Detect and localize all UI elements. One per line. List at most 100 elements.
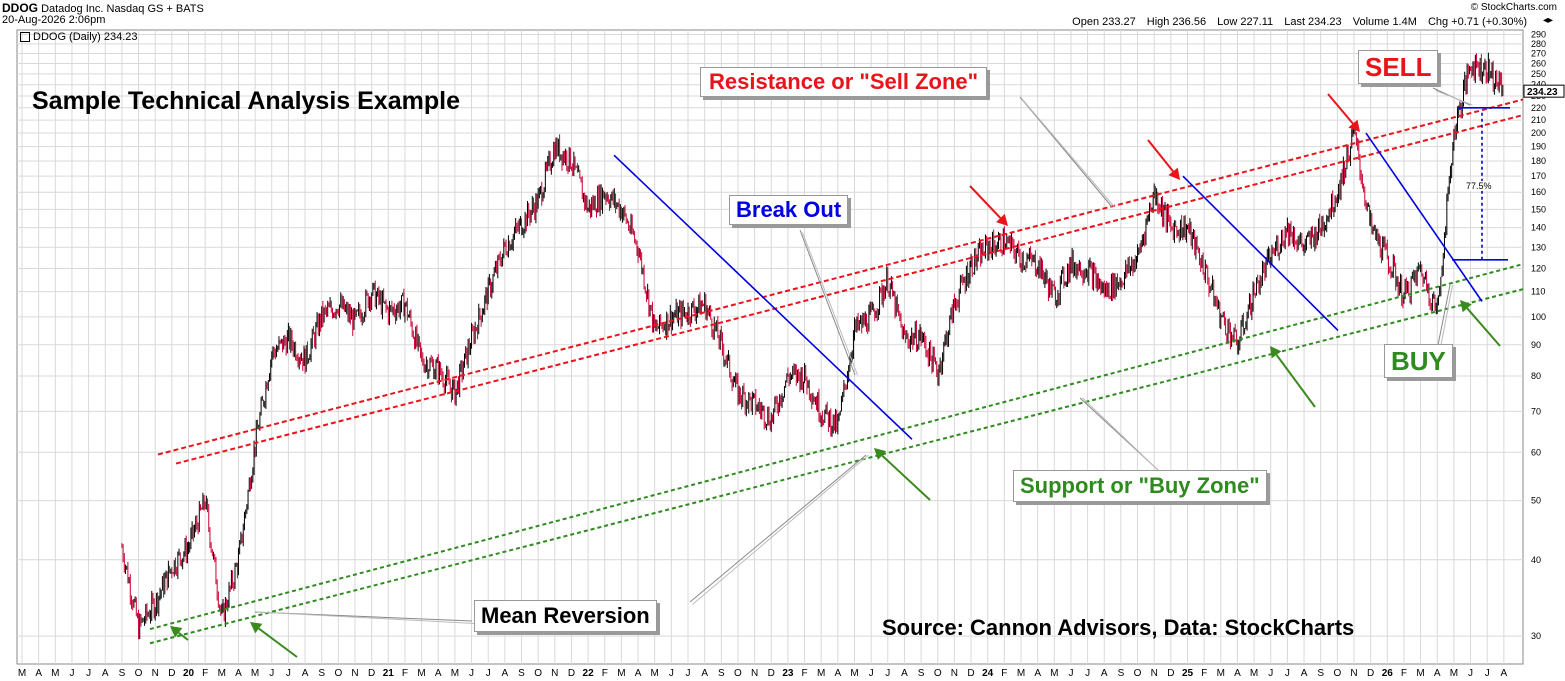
x-tick-label: M [617, 668, 625, 679]
x-tick-label: M [51, 668, 59, 679]
x-tick-label: M [1250, 668, 1258, 679]
y-tick-label: 210 [1531, 115, 1546, 125]
x-tick-label: J [486, 668, 491, 679]
support-line-upper [149, 263, 1524, 631]
x-tick-label: J [1068, 668, 1073, 679]
y-tick-label: 170 [1531, 171, 1546, 181]
x-tick-label: M [817, 668, 825, 679]
support-callout-leader [1079, 397, 1161, 473]
x-tick-label: J [69, 668, 74, 679]
x-tick-label: J [1468, 668, 1473, 679]
x-tick-label: F [801, 668, 807, 679]
x-tick-label: S [318, 668, 325, 679]
legend-label: DDOG (Daily) 234.23 [33, 31, 138, 43]
x-tick-label: N [751, 668, 758, 679]
x-tick-label: J [869, 668, 874, 679]
x-tick-label: A [1434, 668, 1441, 679]
x-tick-label: A [635, 668, 642, 679]
x-tick-label: M [451, 668, 459, 679]
x-tick-label: D [1167, 668, 1174, 679]
mean-reversion-callout-leader [254, 611, 475, 624]
buy-label: BUY [1384, 344, 1453, 378]
x-tick-label: 24 [982, 668, 994, 679]
x-tick-label: J [469, 668, 474, 679]
x-tick-label: 22 [583, 668, 595, 679]
x-tick-label: 20 [183, 668, 195, 679]
x-tick-label: J [1485, 668, 1490, 679]
x-tick-label: O [534, 668, 542, 679]
y-tick-label: 80 [1531, 371, 1541, 381]
x-tick-label: S [1118, 668, 1125, 679]
y-tick-label: 290 [1531, 30, 1546, 40]
x-tick-label: F [402, 668, 408, 679]
x-tick-label: D [568, 668, 575, 679]
buy-arrow-icon [874, 448, 931, 501]
x-tick-label: N [951, 668, 958, 679]
x-tick-label: 23 [782, 668, 794, 679]
x-tick-label: F [202, 668, 208, 679]
x-tick-label: O [135, 668, 143, 679]
x-tick-label: N [152, 668, 159, 679]
last-price-tag [1523, 84, 1565, 98]
scroll-arrows-icon[interactable]: ◂▸ [1542, 15, 1553, 26]
chg-label: Chg [1427, 16, 1449, 28]
y-tick-label: 180 [1531, 156, 1546, 166]
last-price-tag-text: 234.23 [1527, 87, 1558, 98]
x-tick-label: D [967, 668, 974, 679]
sell-label: SELL [1358, 50, 1439, 84]
x-tick-label: 25 [1182, 668, 1194, 679]
x-tick-label: J [1085, 668, 1090, 679]
mean-reversion-callout-leader [689, 454, 869, 605]
y-tick-label: 220 [1531, 103, 1546, 113]
y-tick-label: 30 [1531, 631, 1541, 641]
sell-callout-leader [1432, 87, 1473, 106]
open-value: 233.27 [1102, 16, 1136, 28]
x-tick-label: A [1301, 668, 1308, 679]
volume-value: 1.4M [1392, 16, 1417, 28]
buy-arrow-icon [250, 622, 298, 658]
legend-swatch-icon [20, 32, 30, 43]
x-tick-label: D [368, 668, 375, 679]
x-tick-label: A [435, 668, 442, 679]
x-tick-label: D [768, 668, 775, 679]
y-tick-label: 160 [1531, 187, 1546, 197]
x-tick-label: M [1450, 668, 1458, 679]
support-line-lower [149, 288, 1524, 645]
downtrend-line-2025 [1182, 175, 1339, 332]
x-tick-label: S [119, 668, 126, 679]
x-tick-label: A [835, 668, 842, 679]
open-label: Open [1072, 16, 1100, 28]
y-tick-label: 190 [1531, 142, 1546, 152]
breakout-callout-leader [799, 229, 858, 376]
y-tick-label: 40 [1531, 555, 1541, 565]
x-tick-label: J [1268, 668, 1273, 679]
mean-reversion-label: Mean Reversion [474, 600, 657, 632]
series-legend: DDOG (Daily) 234.23 [20, 31, 138, 43]
x-tick-label: J [286, 668, 291, 679]
x-tick-label: M [18, 668, 26, 679]
support-label: Support or "Buy Zone" [1013, 470, 1267, 502]
high-label: High [1146, 16, 1170, 28]
x-tick-label: D [168, 668, 175, 679]
sell-arrow-icon [969, 185, 1008, 226]
x-tick-label: N [1151, 668, 1158, 679]
x-tick-label: F [1201, 668, 1207, 679]
x-tick-label: M [218, 668, 226, 679]
ohlc-readout: Open 233.27 High 236.56 Low 227.11 Last 234.… [1072, 16, 1527, 28]
x-tick-label: A [1101, 668, 1108, 679]
x-tick-label: D [1367, 668, 1374, 679]
x-tick-label: O [334, 668, 342, 679]
x-tick-label: J [1285, 668, 1290, 679]
x-tick-label: A [302, 668, 309, 679]
x-tick-label: 21 [383, 668, 395, 679]
y-tick-label: 140 [1531, 223, 1546, 233]
y-tick-label: 120 [1531, 263, 1546, 273]
volume-label: Volume [1352, 16, 1390, 28]
resistance-label: Resistance or "Sell Zone" [700, 67, 988, 97]
x-tick-label: N [351, 668, 358, 679]
x-tick-label: M [850, 668, 858, 679]
low-value: 227.11 [1240, 16, 1274, 28]
resistance-callout-leader [1019, 96, 1115, 208]
x-tick-label: F [1001, 668, 1007, 679]
chg-value: +0.71 (+0.30%) [1451, 16, 1527, 28]
